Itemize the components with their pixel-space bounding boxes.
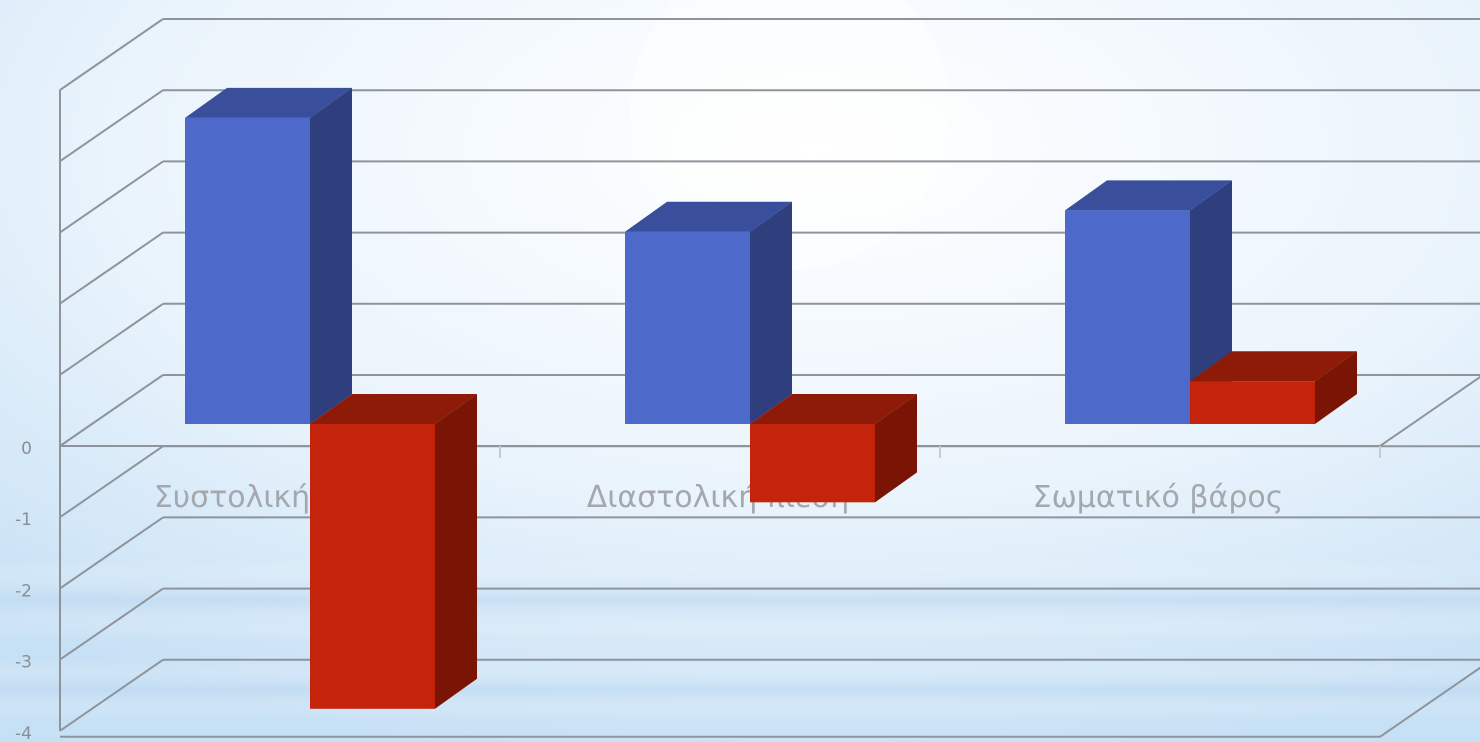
y-tick-label: -4 — [15, 724, 32, 742]
bar-top — [310, 394, 477, 424]
gridline-side — [59, 18, 164, 91]
bar — [750, 394, 917, 503]
background-band — [0, 660, 1480, 720]
bar-front — [1065, 210, 1190, 424]
y-tick-label: -2 — [15, 581, 32, 601]
gridline-side — [59, 374, 164, 447]
bar — [310, 394, 477, 709]
bar-front — [625, 231, 750, 424]
y-tick-layer: 0 -1 -2 -3 -4 — [15, 439, 32, 742]
gridline-side — [59, 587, 164, 661]
gridline-side — [59, 160, 164, 234]
category-label: Σωματικό βάρος — [1033, 480, 1284, 515]
bar-side — [435, 394, 477, 709]
bar — [1065, 180, 1232, 424]
gridline-side — [59, 302, 164, 376]
gridline-side — [59, 658, 164, 732]
background-band — [0, 560, 1480, 640]
bar-side — [1315, 351, 1357, 424]
gridline-side — [59, 516, 164, 590]
bar — [625, 201, 792, 424]
bar-side — [875, 394, 917, 503]
y-tick-label: 0 — [21, 439, 32, 459]
bar-front — [750, 424, 875, 503]
bar — [185, 87, 352, 424]
bar-top — [185, 87, 352, 118]
bar-top — [1065, 180, 1232, 211]
bar-front — [1190, 381, 1315, 424]
bar-layer — [185, 87, 1357, 709]
bar-top — [1190, 351, 1357, 382]
bar-side — [750, 201, 792, 424]
bar-side — [310, 87, 352, 424]
bar — [1190, 351, 1357, 424]
bar-top — [625, 201, 792, 232]
gridline-side — [59, 89, 164, 163]
y-tick-label: -3 — [15, 653, 32, 673]
floor-edge-side — [1379, 666, 1480, 738]
bar-top — [750, 394, 917, 424]
gridline-side — [59, 445, 164, 519]
bar-front — [310, 424, 435, 709]
y-tick-label: -1 — [15, 510, 32, 530]
bar-front — [185, 117, 310, 424]
x-axis-edge — [1379, 375, 1480, 447]
gridline-side — [59, 231, 164, 305]
